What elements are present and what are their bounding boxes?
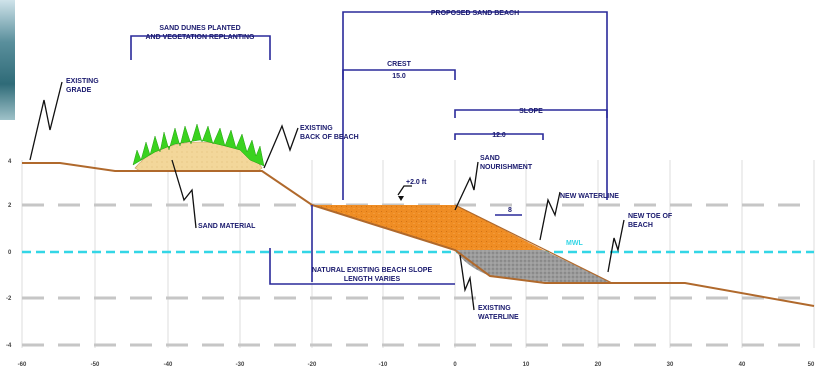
grid [21, 160, 815, 348]
existing-grade-label: EXISTING GRADE [66, 78, 99, 94]
y-tick: 2 [8, 203, 12, 209]
elevation-marker-icon [398, 196, 404, 201]
sand-nourishment-upper [312, 205, 543, 250]
leader-lines [29, 81, 625, 311]
photo-thumbnail [0, 0, 15, 120]
y-tick: 0 [8, 250, 12, 256]
y-axis-ticks: 4 2 0 -2 -4 [6, 159, 12, 349]
x-tick: -40 [164, 362, 173, 368]
x-tick: 30 [667, 362, 674, 368]
slope-ratio-label: 8 [508, 207, 512, 214]
new-waterline-label: NEW WATERLINE [560, 193, 619, 200]
slope-label: SLOPE [519, 108, 543, 115]
elevation-label: +2.0 ft [406, 179, 427, 186]
x-tick: -60 [18, 362, 27, 368]
sand-material-label: SAND MATERIAL [198, 223, 256, 230]
x-tick: 40 [739, 362, 746, 368]
x-tick: 50 [808, 362, 815, 368]
slope-value: 12.0 [492, 132, 506, 139]
new-slope-line [454, 204, 613, 284]
x-tick: -50 [91, 362, 100, 368]
existing-beach-profile [22, 162, 815, 307]
x-tick: 20 [595, 362, 602, 368]
x-tick: -20 [308, 362, 317, 368]
sand-dunes-label: SAND DUNES PLANTED AND VEGETATION REPLANT… [145, 25, 255, 41]
sand-nourishment-label: SAND NOURISHMENT [480, 155, 533, 171]
natural-slope-label: NATURAL EXISTING BEACH SLOPE LENGTH VARIE… [312, 267, 433, 283]
x-tick: -10 [379, 362, 388, 368]
existing-waterline-label: EXISTING WATERLINE [478, 305, 519, 321]
proposed-sand-beach-label: PROPOSED SAND BEACH [431, 10, 519, 17]
dune-vegetation [132, 123, 265, 167]
x-tick: 10 [523, 362, 530, 368]
dimension-lines [130, 11, 608, 285]
gravel-layer [455, 250, 612, 283]
x-tick: 0 [453, 362, 457, 368]
x-tick: -30 [236, 362, 245, 368]
y-tick: -2 [6, 296, 12, 302]
y-tick: -4 [6, 343, 12, 349]
x-axis-ticks: -60 -50 -40 -30 -20 -10 0 10 20 30 40 50 [18, 362, 815, 368]
crest-value: 15.0 [392, 73, 406, 80]
y-tick: 4 [8, 159, 12, 165]
existing-back-of-beach-label: EXISTING BACK OF BEACH [300, 125, 359, 141]
new-toe-label: NEW TOE OF BEACH [628, 213, 673, 229]
mwl-label: MWL [566, 240, 583, 247]
crest-label: CREST [387, 61, 411, 68]
